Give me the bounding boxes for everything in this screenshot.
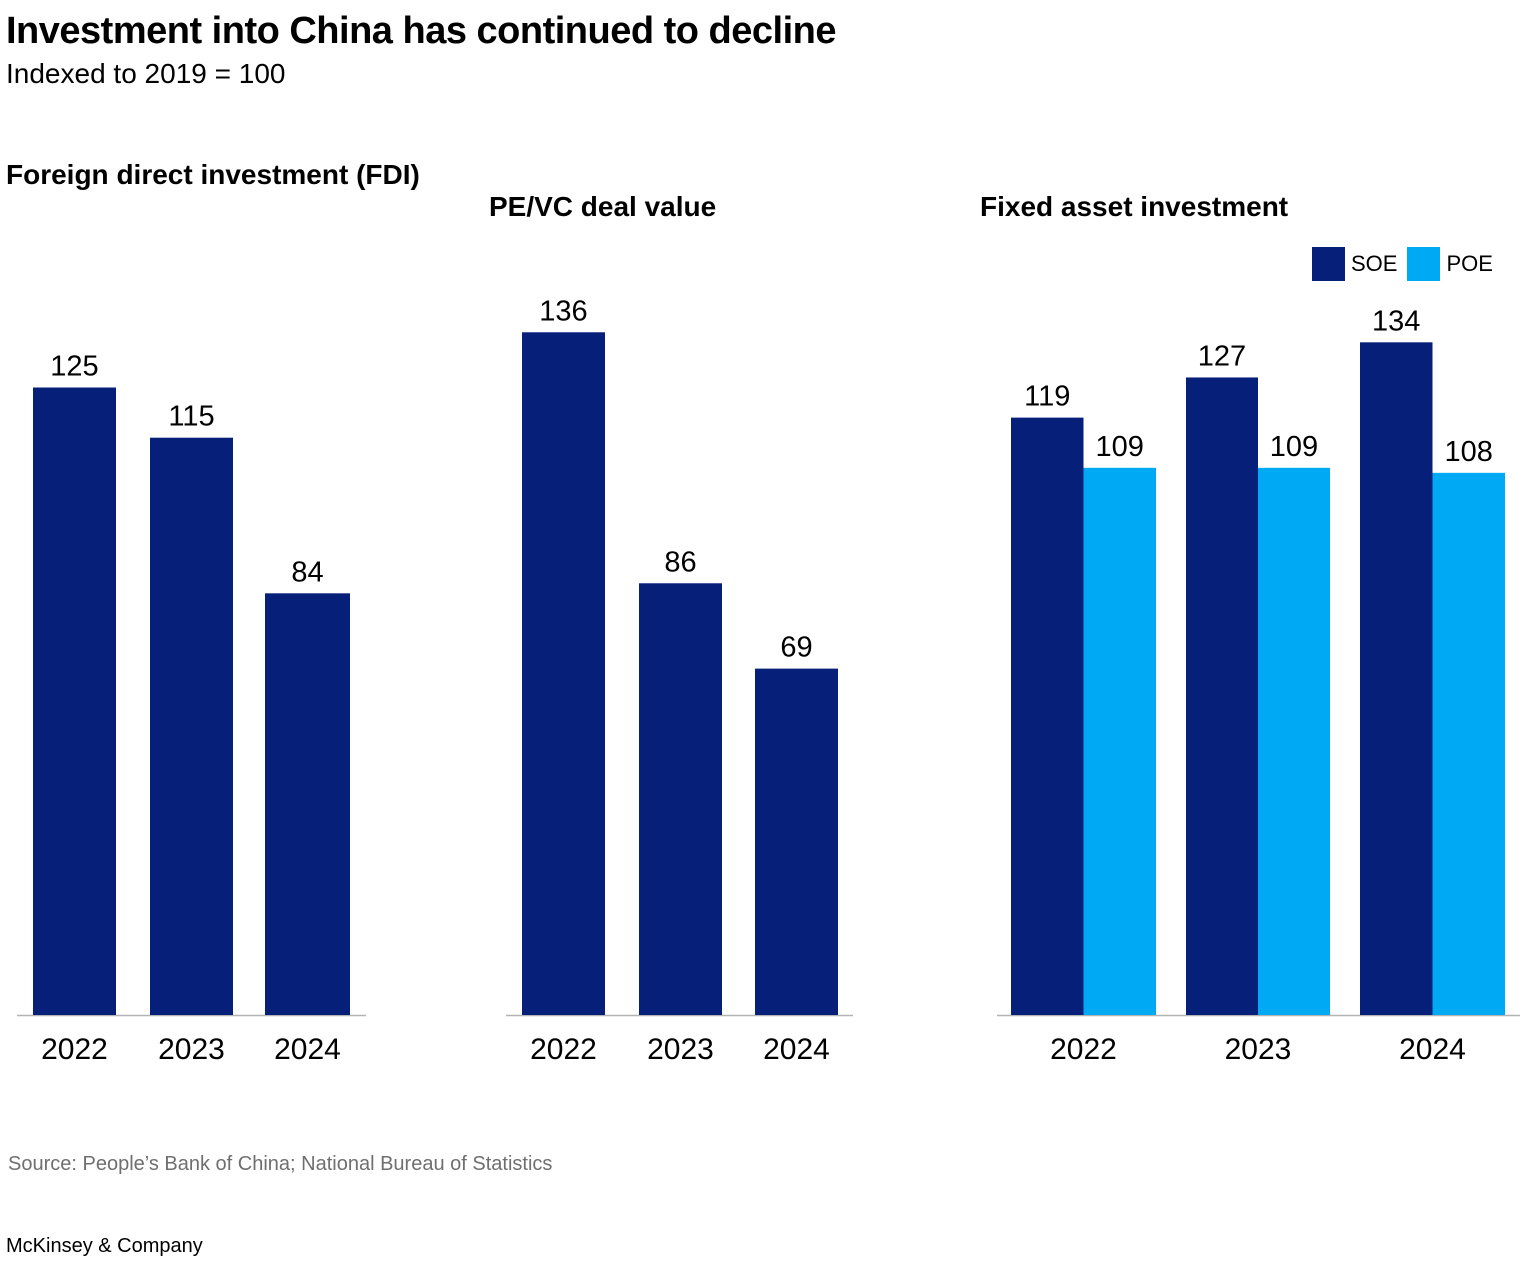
fdi-x-tick-2023: 2023 [158,1033,225,1066]
fixed-asset-value-label-poe-2024: 108 [1445,436,1493,468]
legend-item-soe: SOE [1312,247,1397,281]
chart-subtitle: Indexed to 2019 = 100 [6,58,286,89]
fixed-asset-x-tick-2024: 2024 [1399,1033,1466,1066]
fixed-asset-x-tick-2022: 2022 [1050,1033,1117,1066]
fdi-bar-2022 [33,387,116,1015]
fixed-asset-bar-soe-2022 [1011,417,1084,1015]
fdi-x-tick-2022: 2022 [41,1033,108,1066]
fdi-value-label-2024: 84 [291,556,323,588]
fixed-asset-x-tick-2023: 2023 [1225,1033,1292,1066]
legend-label-poe: POE [1446,251,1493,276]
fixed-asset-bar-poe-2024 [1432,472,1505,1016]
fixed-asset-value-label-soe-2024: 134 [1372,305,1420,337]
chart-title: Investment into China has continued to d… [6,10,836,52]
fixed-asset-panel-title: Fixed asset investment [980,191,1289,222]
pevc-x-tick-2022: 2022 [530,1033,597,1066]
fixed-asset-value-label-soe-2022: 119 [1024,381,1070,413]
fixed-asset-value-label-poe-2023: 109 [1270,431,1318,463]
brand-logo-text: McKinsey & Company [6,1235,203,1257]
legend: SOE POE [1312,247,1503,281]
pevc-bar-2024 [755,668,838,1015]
fixed-asset-value-label-soe-2023: 127 [1198,340,1246,372]
pevc-bar-2023 [639,583,722,1015]
fdi-x-tick-2024: 2024 [274,1033,341,1066]
pevc-value-label-2022: 136 [539,295,587,327]
pevc-value-label-2024: 69 [780,632,812,664]
legend-swatch-soe [1312,247,1345,281]
fdi-value-label-2022: 125 [50,351,98,383]
pevc-value-label-2023: 86 [664,546,696,578]
fixed-asset-bar-poe-2022 [1083,467,1156,1015]
source-note: Source: People’s Bank of China; National… [8,1153,553,1175]
pevc-x-tick-2024: 2024 [763,1033,830,1066]
pevc-x-tick-2023: 2023 [647,1033,714,1066]
fixed-asset-bar-poe-2023 [1258,467,1330,1015]
fdi-value-label-2023: 115 [168,401,214,433]
pevc-bar-2022 [522,332,605,1015]
pevc-panel-title: PE/VC deal value [489,191,717,222]
legend-item-poe: POE [1407,247,1493,281]
fdi-bar-2023 [150,437,233,1015]
fdi-panel-title: Foreign direct investment (FDI) [6,159,420,190]
fixed-asset-value-label-poe-2022: 109 [1096,431,1144,463]
fdi-bar-2024 [265,593,350,1015]
legend-swatch-poe [1407,247,1441,281]
fixed-asset-bar-soe-2024 [1360,342,1433,1015]
fixed-asset-bar-soe-2023 [1186,377,1258,1016]
legend-label-soe: SOE [1351,251,1398,276]
